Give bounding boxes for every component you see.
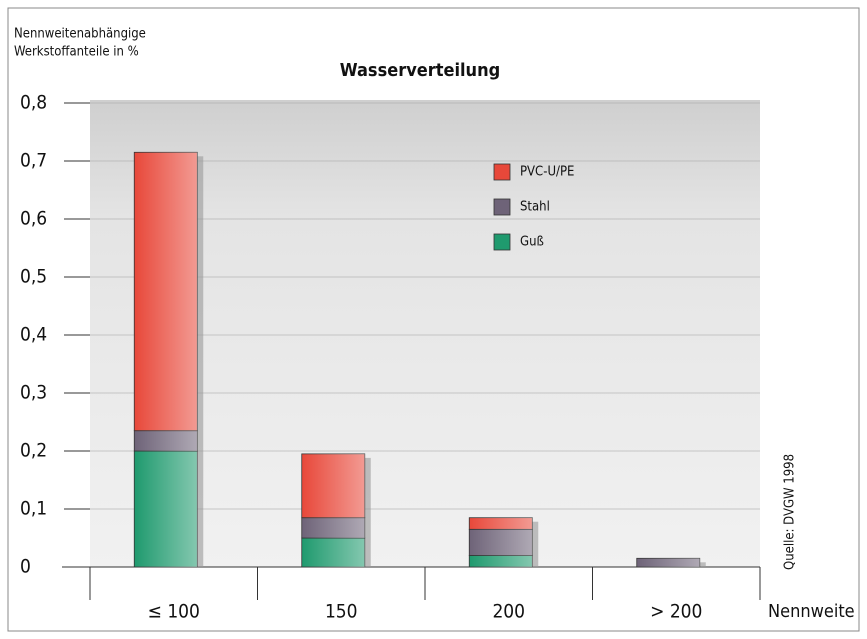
source: Quelle: DVGW 1998 (783, 454, 798, 570)
bar-shine (134, 451, 198, 567)
x-tick-label: 200 (492, 601, 525, 623)
y-tick-label: 0,6 (20, 208, 47, 230)
x-tick-label: 150 (325, 601, 358, 623)
bar-shine (636, 558, 700, 567)
bar-shine (469, 517, 533, 530)
frame (7, 7, 860, 632)
bar-shine (301, 517, 365, 538)
legend-swatch (493, 163, 511, 181)
bar-shine (301, 453, 365, 518)
y-tick-label: 0,1 (20, 498, 47, 520)
legend-label: Stahl (520, 200, 550, 215)
y-tick-label: 0,5 (20, 266, 47, 288)
bar-shine (301, 538, 365, 567)
y-axis-label: Nennweitenabhängige (14, 27, 146, 42)
y-tick-label: 0,3 (20, 382, 47, 404)
y-axis-label: Werkstoffanteile in % (14, 45, 139, 60)
bar-shine (134, 430, 198, 451)
bar-shine (469, 529, 533, 556)
legend-label: Guß (520, 235, 544, 250)
bar-shine (469, 555, 533, 567)
y-tick-label: 0 (20, 556, 31, 578)
x-tick-label: ≤ 100 (148, 601, 200, 623)
y-tick-label: 0,4 (20, 324, 47, 346)
y-tick-label: 0,8 (20, 92, 47, 114)
legend-swatch (493, 198, 511, 216)
y-tick-label: 0,2 (20, 440, 47, 462)
legend-swatch (493, 233, 511, 251)
chart-title: Wasserverteilung (340, 60, 500, 81)
legend-label: PVC-U/PE (520, 165, 574, 180)
bar-shine (134, 152, 198, 431)
y-tick-label: 0,7 (20, 150, 47, 172)
x-axis-label: Nennweite (768, 601, 855, 622)
x-tick-label: > 200 (650, 601, 702, 623)
